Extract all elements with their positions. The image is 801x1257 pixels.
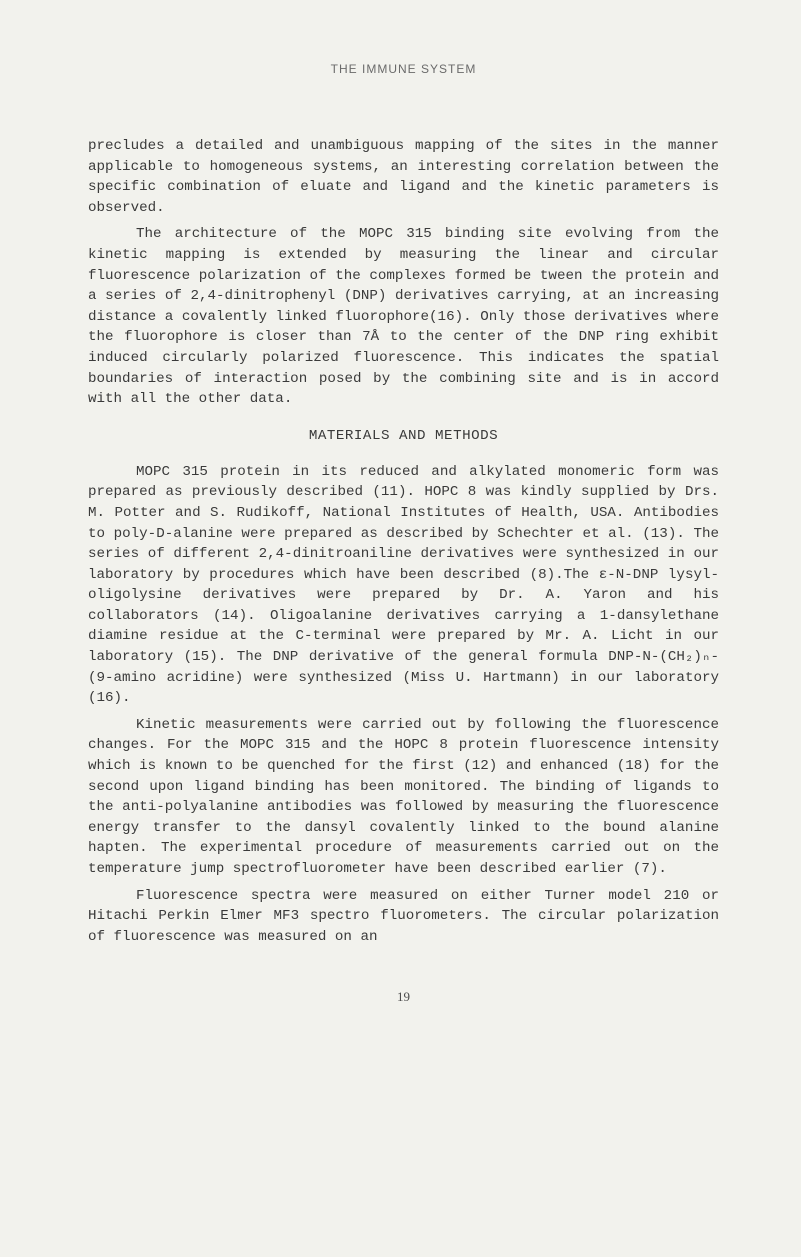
paragraph-1: precludes a detailed and unambiguous map…	[88, 136, 719, 218]
page-number: 19	[88, 989, 719, 1005]
paragraph-5: Fluorescence spectra were measured on ei…	[88, 886, 719, 948]
running-header: THE IMMUNE SYSTEM	[88, 62, 719, 76]
page-container: THE IMMUNE SYSTEM precludes a detailed a…	[0, 0, 801, 1045]
paragraph-2: The architecture of the MOPC 315 binding…	[88, 224, 719, 409]
section-heading-materials: MATERIALS AND METHODS	[88, 428, 719, 444]
paragraph-3: MOPC 315 protein in its reduced and alky…	[88, 462, 719, 709]
paragraph-4: Kinetic measurements were carried out by…	[88, 715, 719, 880]
